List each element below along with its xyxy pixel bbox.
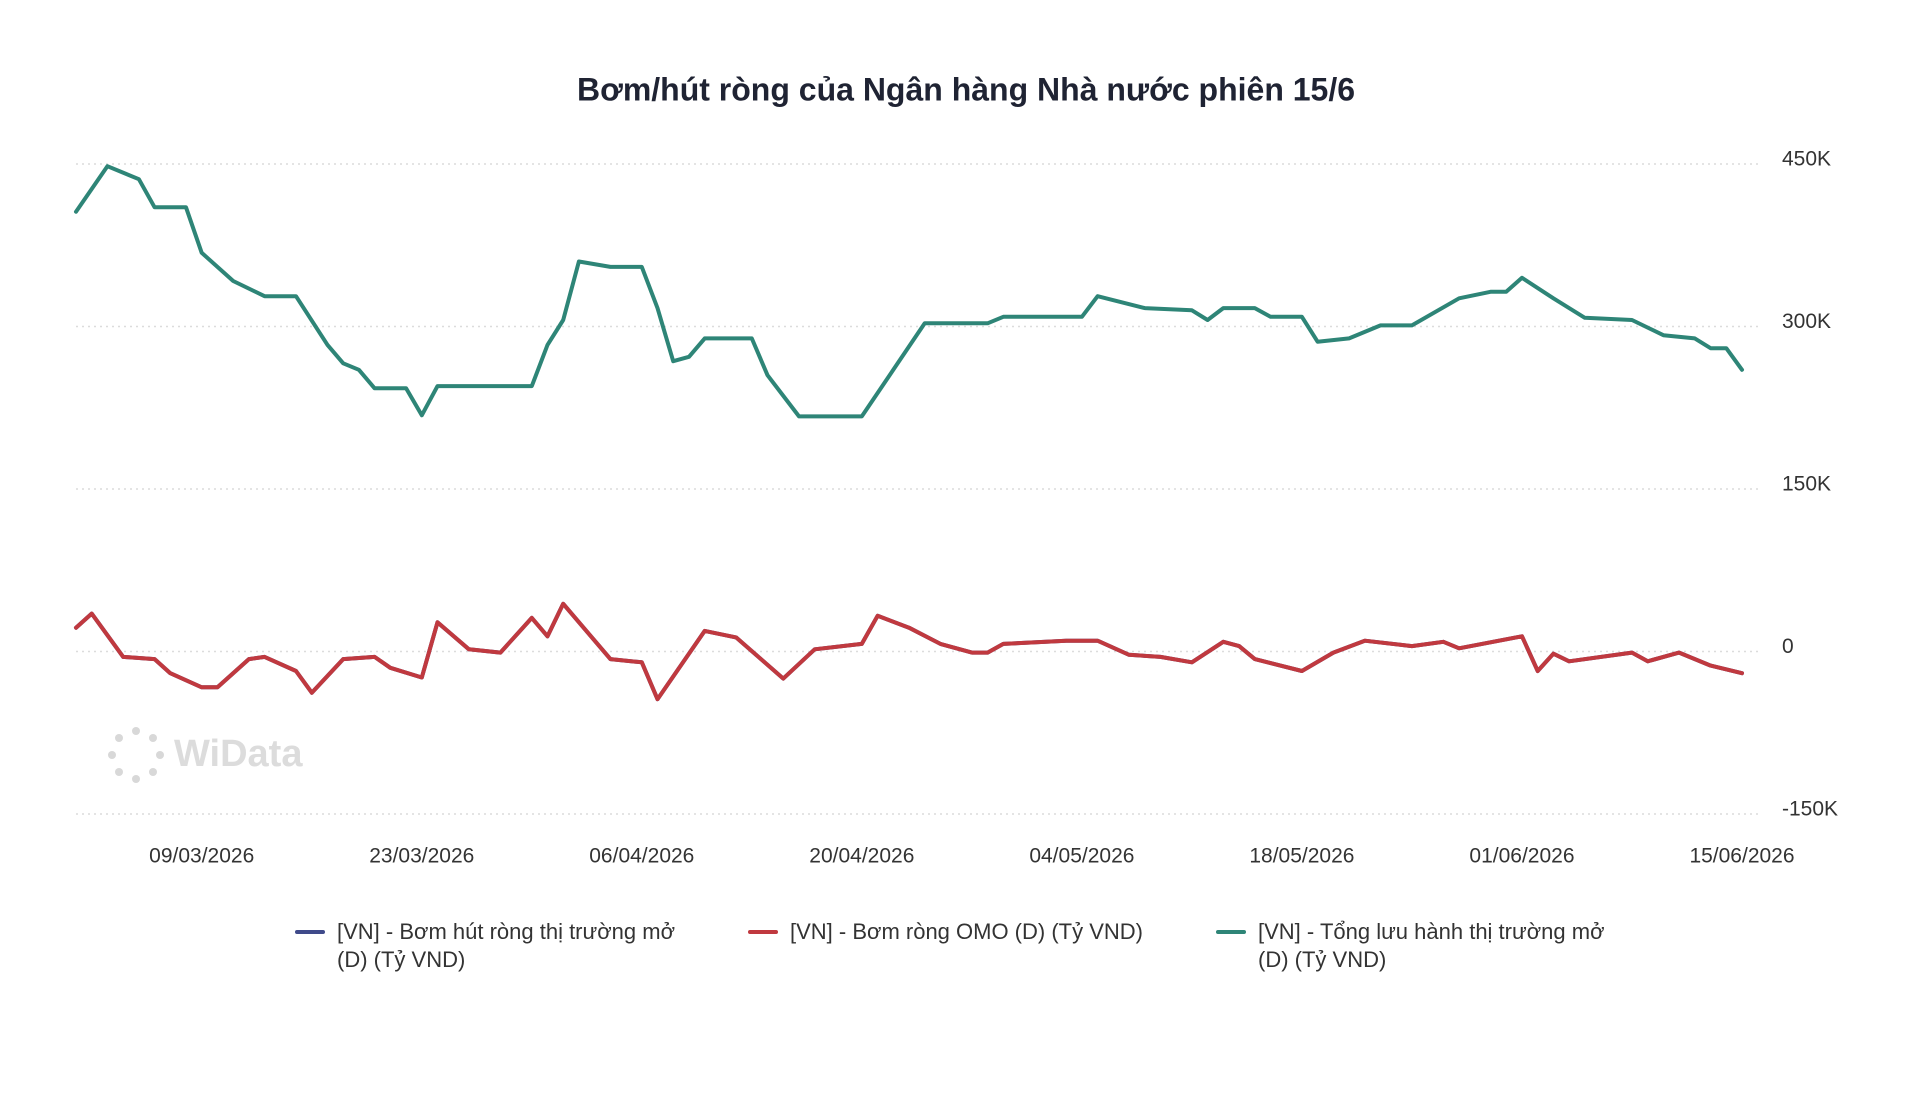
x-tick-label: 09/03/2026 bbox=[149, 845, 254, 868]
legend-swatch bbox=[295, 930, 325, 934]
legend-label: [VN] - Tổng lưu hành thị trường mở (D) (… bbox=[1258, 919, 1605, 972]
legend-label: [VN] - Bơm ròng OMO (D) (Tỷ VND) bbox=[790, 919, 1143, 944]
chart-title: Bơm/hút ròng của Ngân hàng Nhà nước phiê… bbox=[577, 71, 1355, 107]
x-tick-label: 23/03/2026 bbox=[369, 845, 474, 868]
legend: [VN] - Bơm hút ròng thị trường mở (D) (T… bbox=[0, 918, 1920, 998]
y-tick-label: -150K bbox=[1782, 798, 1838, 821]
series-line bbox=[74, 164, 1744, 419]
legend-item[interactable]: [VN] - Bơm ròng OMO (D) (Tỷ VND) bbox=[748, 918, 1160, 946]
x-tick-label: 04/05/2026 bbox=[1029, 845, 1134, 868]
y-tick-label: 450K bbox=[1782, 148, 1831, 171]
y-tick-label: 150K bbox=[1782, 473, 1831, 496]
x-tick-label: 01/06/2026 bbox=[1469, 845, 1574, 868]
series-line bbox=[74, 601, 1744, 702]
y-tick-label: 300K bbox=[1782, 310, 1831, 333]
x-tick-label: 18/05/2026 bbox=[1249, 845, 1354, 868]
legend-item[interactable]: [VN] - Bơm hút ròng thị trường mở (D) (T… bbox=[295, 918, 707, 974]
legend-label: [VN] - Bơm hút ròng thị trường mở (D) (T… bbox=[337, 919, 675, 972]
x-tick-label: 06/04/2026 bbox=[589, 845, 694, 868]
watermark-icon bbox=[108, 727, 164, 783]
legend-swatch bbox=[748, 930, 778, 934]
y-tick-label: 0 bbox=[1782, 635, 1794, 658]
legend-item[interactable]: [VN] - Tổng lưu hành thị trường mở (D) (… bbox=[1216, 918, 1628, 974]
x-tick-label: 15/06/2026 bbox=[1689, 845, 1794, 868]
legend-swatch bbox=[1216, 930, 1246, 934]
watermark: WiData bbox=[174, 733, 303, 775]
chart: Bơm/hút ròng của Ngân hàng Nhà nước phiê… bbox=[74, 71, 1838, 868]
x-tick-label: 20/04/2026 bbox=[809, 845, 914, 868]
